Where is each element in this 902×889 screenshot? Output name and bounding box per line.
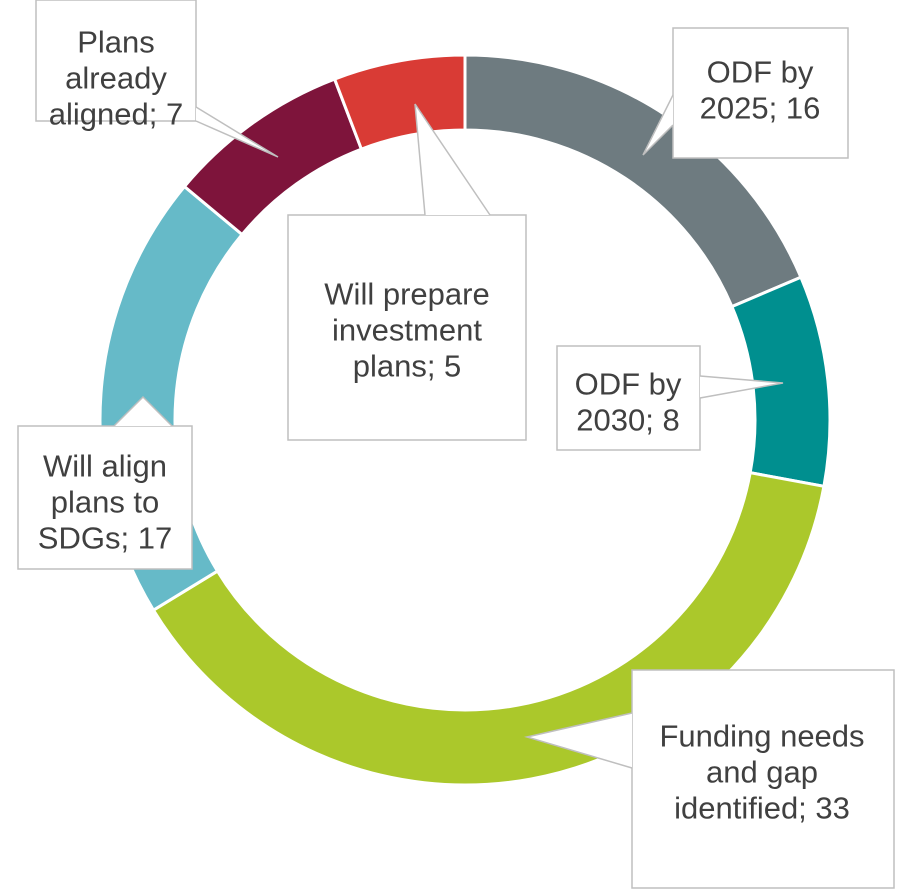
callout-pointer-outline [195, 106, 279, 158]
data-label-line: aligned; 7 [49, 96, 183, 131]
callout-box [35, 0, 197, 122]
data-label-line: SDGs; 17 [38, 520, 172, 555]
data-label-will-prepare-investment-plans: Will prepare investment plans; 5 [324, 276, 489, 383]
data-label-line: 2030; 8 [576, 402, 679, 437]
callout-pointer-outline [642, 94, 674, 156]
data-label-will-align-plans-to-sdgs: Will align plans to SDGs; 17 [38, 448, 172, 555]
callout-will-prepare-investment-plans: Will prepare investment plans; 5 [287, 103, 527, 441]
data-label-line: ODF by [707, 54, 814, 89]
data-label-line: Will prepare [324, 276, 489, 311]
callout-funding-needs-and-gap-identified: Funding needs and gap identified; 33 [524, 669, 895, 889]
data-label-line: Funding needs [659, 718, 864, 753]
data-label-line: Plans [77, 24, 155, 59]
data-label-line: and gap [706, 754, 818, 789]
callout-pointer-outline [699, 375, 784, 399]
callout-pointer-outline [414, 103, 491, 216]
callout-plans-already-aligned: Plans already aligned; 7 [35, 0, 279, 158]
data-label-line: ODF by [575, 366, 682, 401]
callout-box [672, 27, 849, 159]
data-label-odf-by-2025: ODF by 2025; 16 [700, 54, 821, 125]
data-label-line: investment [332, 312, 482, 347]
data-label-line: identified; 33 [674, 790, 850, 825]
callout-pointer [527, 713, 632, 768]
data-label-line: already [65, 60, 167, 95]
callout-odf-by-2030: ODF by 2030; 8 [556, 345, 784, 451]
callout-will-align-plans-to-sdgs: Will align plans to SDGs; 17 [17, 395, 193, 570]
callout-pointer-outline [113, 395, 173, 427]
data-label-plans-already-aligned: Plans already aligned; 7 [49, 24, 183, 131]
data-label-line: plans; 5 [353, 348, 462, 383]
data-label-line: 2025; 16 [700, 90, 821, 125]
callout-pointer [114, 397, 172, 426]
callout-pointer-outline [524, 712, 633, 769]
callout-box [17, 425, 193, 570]
data-label-funding-needs-and-gap-identified: Funding needs and gap identified; 33 [659, 718, 864, 825]
callout-box [287, 214, 527, 441]
data-label-odf-by-2030: ODF by 2030; 8 [575, 366, 682, 437]
data-label-line: Will align [43, 448, 167, 483]
callout-odf-by-2025: ODF by 2025; 16 [642, 27, 849, 159]
slice-will-prepare-investment-plans [332, 53, 467, 152]
callout-box [631, 669, 895, 889]
data-label-line: plans to [51, 484, 160, 519]
